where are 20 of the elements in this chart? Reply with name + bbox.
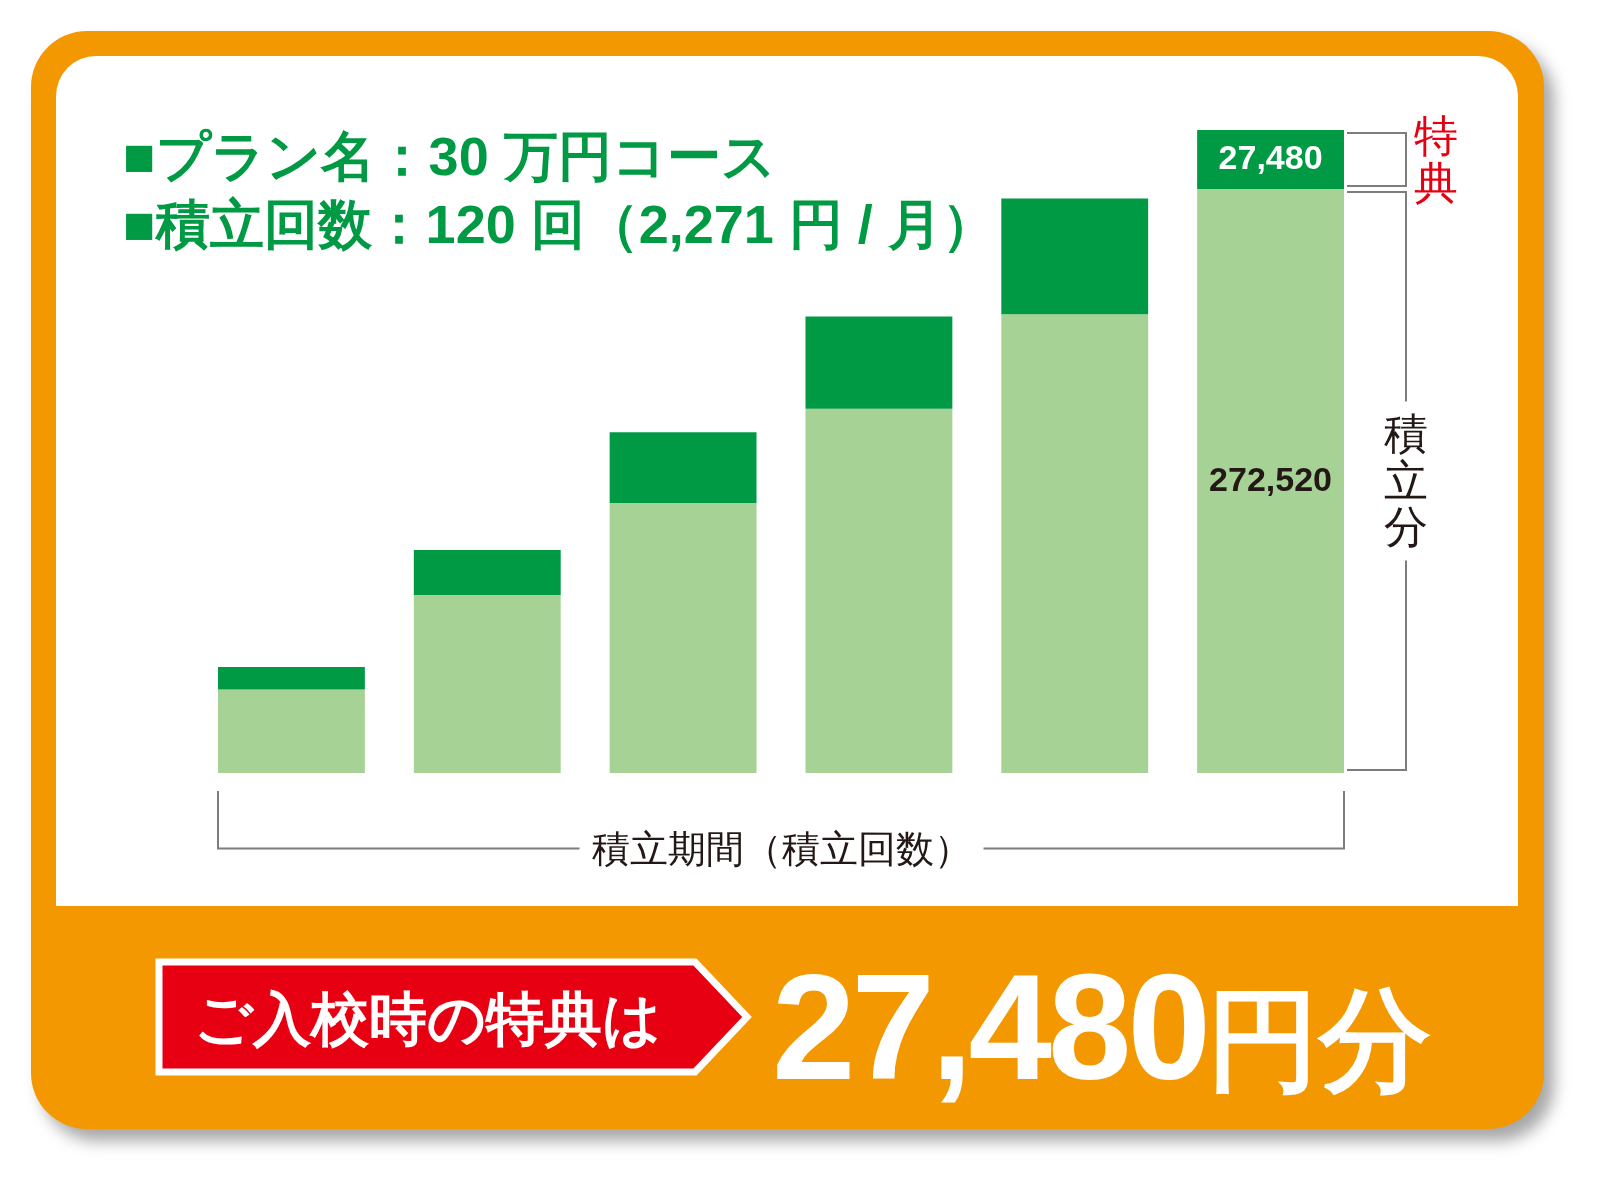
x-axis-title: 積立期間（積立回数）	[591, 827, 972, 870]
bar	[413, 550, 561, 596]
chart-title: ■プラン名：30 万円コース	[123, 126, 776, 186]
data-label: 27,480	[1218, 138, 1323, 177]
bar	[609, 502, 757, 773]
bar	[413, 595, 561, 773]
text: ■積立回数：120 回（2,271 円 / 月）	[123, 194, 996, 254]
bar	[1001, 314, 1149, 773]
bar	[218, 689, 365, 773]
bar	[1197, 188, 1344, 773]
series-label: 特典	[1414, 111, 1458, 207]
series-label: 積立分	[1384, 409, 1428, 551]
bar	[1001, 198, 1149, 315]
data-label: 272,520	[1209, 459, 1333, 498]
bar	[805, 408, 953, 773]
bar	[805, 316, 953, 409]
text: ご入校時の特典は	[194, 986, 661, 1051]
text: 27,480円分	[772, 943, 1431, 1111]
bar	[609, 432, 757, 503]
bar	[218, 666, 365, 690]
